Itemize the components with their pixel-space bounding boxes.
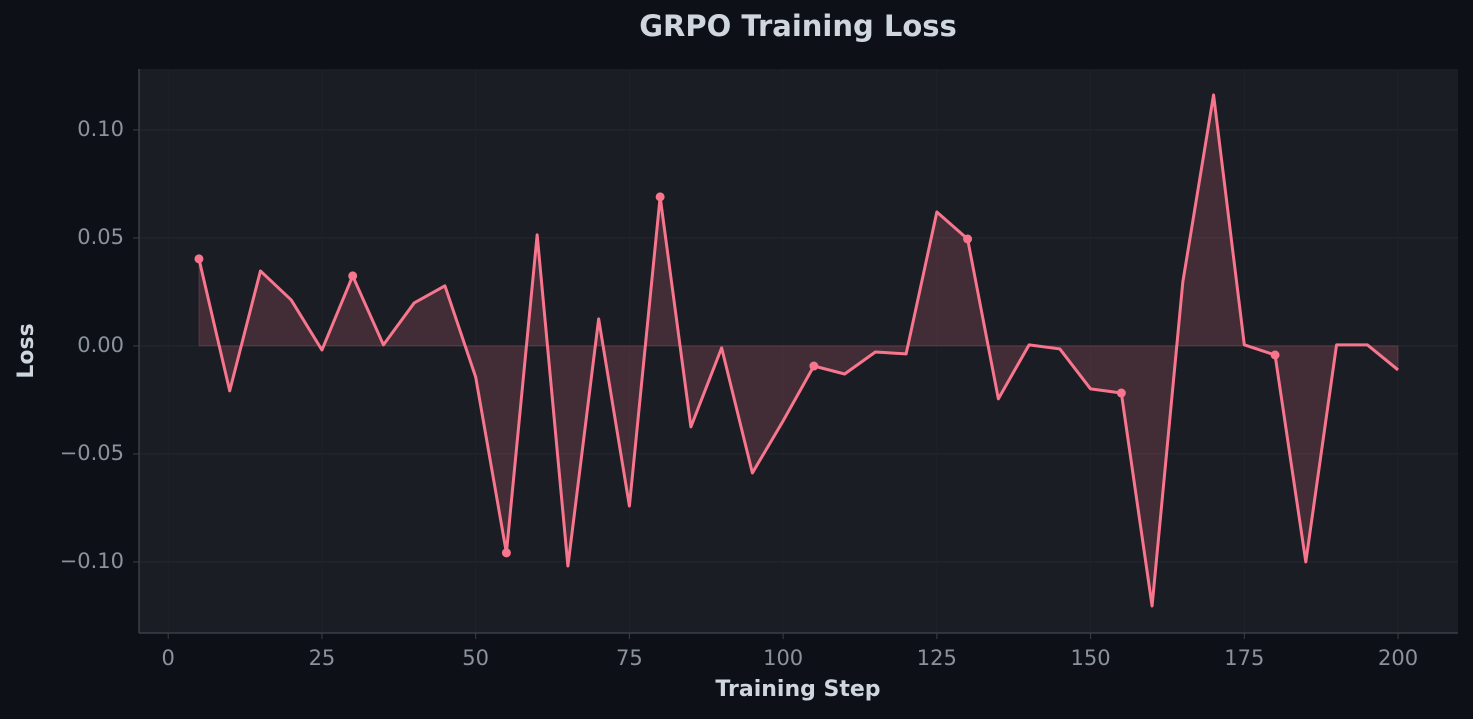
y-tick-label: 0.05: [77, 225, 124, 249]
x-tick-label: 50: [462, 646, 489, 670]
plot-area: [139, 69, 1458, 633]
marker: [1270, 350, 1280, 360]
x-axis-title: Training Step: [715, 677, 880, 702]
y-axis-title: Loss: [14, 323, 39, 378]
x-tick-label: 25: [309, 646, 336, 670]
marker: [348, 271, 358, 281]
marker: [655, 192, 665, 202]
marker: [963, 234, 973, 244]
chart-title: GRPO Training Loss: [639, 9, 957, 43]
x-tick-label: 0: [162, 646, 175, 670]
y-tick-label: −0.10: [60, 549, 124, 573]
x-tick-label: 200: [1378, 646, 1418, 670]
marker: [501, 548, 511, 558]
x-tick-label: 100: [763, 646, 803, 670]
y-tick-label: 0.00: [77, 333, 124, 357]
x-tick-label: 125: [917, 646, 957, 670]
marker: [1116, 388, 1126, 398]
x-tick-label: 175: [1224, 646, 1264, 670]
y-tick-label: 0.10: [77, 117, 124, 141]
y-tick-label: −0.05: [60, 441, 124, 465]
line: [197, 93, 1399, 608]
marker: [809, 361, 819, 371]
x-tick-label: 150: [1071, 646, 1111, 670]
x-tick-label: 75: [616, 646, 643, 670]
marker: [194, 254, 204, 264]
